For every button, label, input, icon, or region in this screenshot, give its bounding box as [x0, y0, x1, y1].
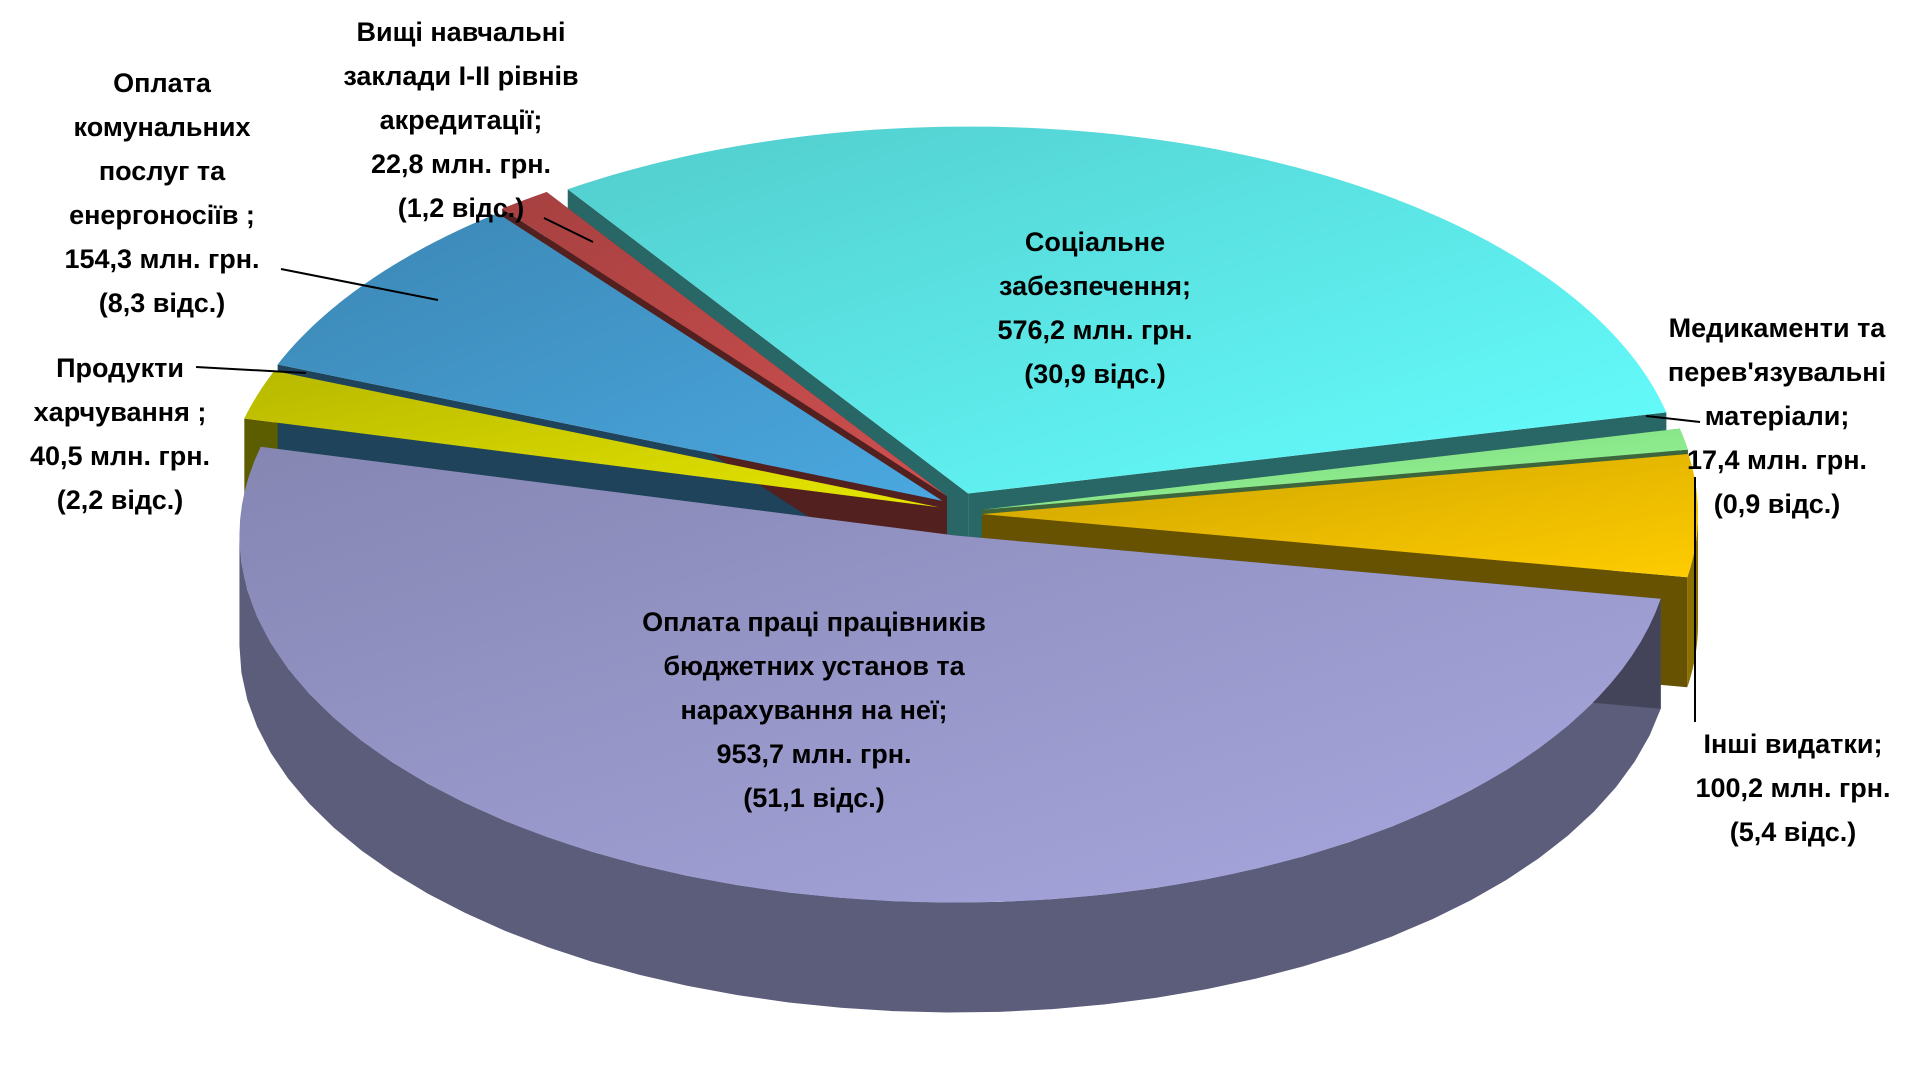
slice-label: Соціальне забезпечення; 576,2 млн. грн. (3…: [955, 220, 1235, 396]
label-percent: (51,1 відс.): [743, 783, 885, 813]
slice: [567, 126, 1667, 494]
leader-line: [1645, 415, 1701, 423]
slice-label: Медикаменти та перев'язувальні матеріали…: [1627, 306, 1917, 526]
slice-label: Оплата праці працівників бюджетних устан…: [624, 600, 1004, 820]
label-amount: 22,8 млн. грн.: [370, 149, 552, 179]
label-amount: 953,7 млн. грн.: [716, 739, 912, 769]
label-percent: (2,2 відс.): [56, 485, 184, 515]
slice: [981, 454, 1698, 578]
label-name: Вищі навчальні заклади І-ІІ рівнів акред…: [343, 17, 579, 135]
label-percent: (5,4 відс.): [1729, 817, 1857, 847]
slice: [981, 428, 1688, 510]
label-name: Соціальне забезпечення;: [999, 227, 1191, 301]
slice-label: Оплата комунальних послуг та енергоносії…: [27, 61, 297, 325]
label-amount: 17,4 млн. грн.: [1686, 445, 1868, 475]
label-percent: (0,9 відс.): [1713, 489, 1841, 519]
slice-side: [239, 535, 1661, 1013]
label-name: Медикаменти та перев'язувальні матеріали…: [1667, 313, 1887, 431]
label-name: Оплата комунальних послуг та енергоносії…: [69, 68, 255, 230]
label-percent: (30,9 відс.): [1024, 359, 1166, 389]
label-amount: 100,2 млн. грн.: [1695, 773, 1891, 803]
label-name: Інші видатки;: [1703, 729, 1883, 759]
slice: [502, 191, 948, 497]
label-percent: (1,2 відс.): [397, 193, 525, 223]
slice-label: Інші видатки; 100,2 млн. грн. (5,4 відс.): [1663, 722, 1917, 854]
label-amount: 576,2 млн. грн.: [997, 315, 1193, 345]
slice: [277, 213, 943, 501]
label-amount: 154,3 млн. грн.: [64, 244, 260, 274]
label-percent: (8,3 відс.): [98, 288, 226, 318]
slice-label: Вищі навчальні заклади І-ІІ рівнів акред…: [301, 10, 621, 230]
leader-line: [195, 366, 307, 374]
label-name: Оплата праці працівників бюджетних устан…: [642, 607, 986, 725]
label-amount: 40,5 млн. грн.: [29, 441, 211, 471]
slice: [244, 370, 940, 508]
slice: [239, 446, 1661, 903]
slice-label: Продукти харчування ; 40,5 млн. грн. (2,2 …: [0, 346, 245, 522]
leader-line: [280, 268, 439, 301]
leader-line: [543, 217, 594, 243]
label-name: Продукти харчування ;: [33, 353, 207, 427]
